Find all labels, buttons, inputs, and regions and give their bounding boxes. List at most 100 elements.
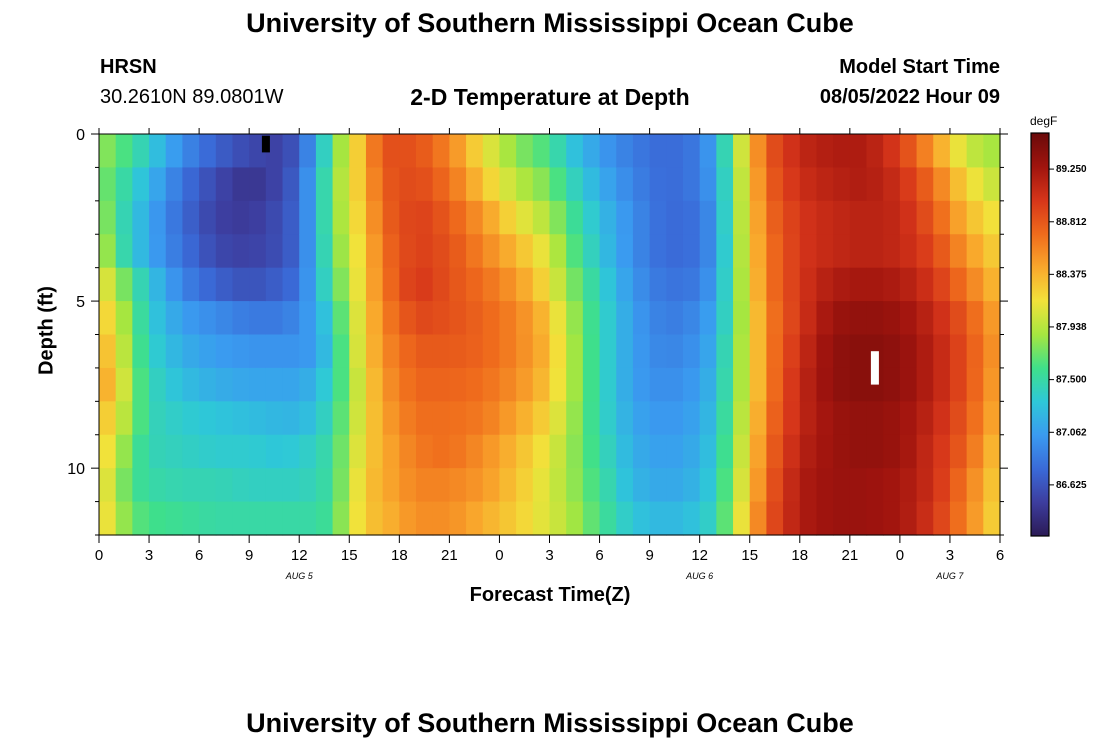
heatmap-cell (766, 501, 784, 536)
heatmap-cell (566, 134, 584, 169)
heatmap-cell (499, 267, 517, 302)
heatmap-cell (299, 401, 317, 436)
heatmap-cell (783, 468, 801, 503)
heatmap-cell (899, 501, 918, 536)
heatmap-cell (933, 367, 951, 402)
heatmap-cell (265, 200, 284, 235)
heatmap-cell (833, 234, 851, 269)
heatmap-cell (199, 468, 217, 503)
heatmap-cell (282, 501, 300, 536)
heatmap-cell (432, 200, 450, 235)
heatmap-cell (532, 367, 551, 402)
heatmap-cell (99, 434, 117, 469)
heatmap-cell (149, 167, 167, 202)
heatmap-cell (649, 334, 667, 369)
heatmap-cell (282, 434, 300, 469)
heatmap-cell (916, 167, 934, 202)
heatmap-cell (816, 267, 834, 302)
heatmap-cell (849, 167, 868, 202)
heatmap-cell (599, 367, 617, 402)
heatmap-cell (716, 434, 734, 469)
x-tick-label: 12 (291, 547, 308, 564)
heatmap-cell (449, 468, 467, 503)
heatmap-cell (866, 234, 884, 269)
heatmap-cell (199, 167, 217, 202)
heatmap-cell (933, 134, 951, 169)
colorbar-tick-label: 88.812 (1056, 217, 1087, 228)
heatmap-cell (666, 468, 684, 503)
heatmap-cell (416, 334, 434, 369)
heatmap-cell (783, 334, 801, 369)
heatmap-cell (632, 501, 651, 536)
heatmap-cell (349, 468, 367, 503)
heatmap-cell (449, 267, 467, 302)
heatmap-cell (449, 401, 467, 436)
colorbar: degF 89.250 88.812 88.375 87.938 87.500 87.06… (1030, 114, 1087, 537)
heatmap-cell (282, 468, 300, 503)
heatmap-cell (215, 367, 234, 402)
heatmap-cell (132, 468, 150, 503)
heatmap-cell (632, 468, 651, 503)
heatmap-cell (716, 401, 734, 436)
heatmap-cell (766, 367, 784, 402)
heatmap-cell (232, 234, 250, 269)
heatmap-cell (549, 468, 567, 503)
heatmap-cell (733, 468, 751, 503)
x-tick-label: 21 (441, 547, 458, 564)
heatmap-cell (399, 301, 417, 336)
heatmap-cell (449, 334, 467, 369)
date-label: AUG 5 (285, 571, 314, 581)
heatmap-cell (949, 301, 968, 336)
heatmap-cell (983, 401, 1001, 436)
heatmap-cell (682, 468, 701, 503)
heatmap-cell (566, 334, 584, 369)
heatmap-cell (833, 501, 851, 536)
heatmap-cell (332, 267, 350, 302)
heatmap-cell (382, 167, 400, 202)
heatmap-cell (816, 200, 834, 235)
heatmap-cell (349, 200, 367, 235)
heatmap-cell (132, 234, 150, 269)
x-tick-label: 18 (791, 547, 808, 564)
heatmap-cell (449, 301, 467, 336)
heatmap-cell (866, 134, 884, 169)
heatmap-cell (482, 267, 501, 302)
heatmap-cell (249, 200, 267, 235)
heatmap-cell (516, 434, 534, 469)
heatmap-cell (783, 167, 801, 202)
heatmap-cell (499, 134, 517, 169)
heatmap-cell (666, 200, 684, 235)
heatmap-cell (232, 200, 250, 235)
colorbar-tick-label: 87.500 (1056, 375, 1087, 386)
x-tick-label: 6 (996, 547, 1004, 564)
heatmap-cell (699, 501, 717, 536)
heatmap-cell (365, 434, 384, 469)
heatmap-cell (432, 367, 450, 402)
heatmap-cell (466, 167, 484, 202)
heatmap-cell (733, 267, 751, 302)
heatmap-cell (816, 434, 834, 469)
heatmap-cell (833, 334, 851, 369)
heatmap-cell (182, 401, 200, 436)
heatmap-cell (365, 200, 384, 235)
heatmap-cell (365, 401, 384, 436)
heatmap-cell (566, 301, 584, 336)
heatmap-cell (949, 434, 968, 469)
heatmap-cell (566, 367, 584, 402)
heatmap-cell (99, 134, 117, 169)
heatmap-cell (566, 167, 584, 202)
heatmap-cell (99, 401, 117, 436)
heatmap-cell (516, 134, 534, 169)
heatmap-cell (365, 334, 384, 369)
heatmap-cell (816, 367, 834, 402)
heatmap-cell (466, 434, 484, 469)
heatmap-cell (883, 167, 901, 202)
heatmap-cell (833, 434, 851, 469)
heatmap-cell (666, 401, 684, 436)
heatmap-cell (165, 234, 184, 269)
heatmap-cell (99, 367, 117, 402)
heatmap-cell (949, 200, 968, 235)
heatmap-cell (783, 401, 801, 436)
heatmap-cell (382, 468, 400, 503)
heatmap-cell (215, 301, 234, 336)
